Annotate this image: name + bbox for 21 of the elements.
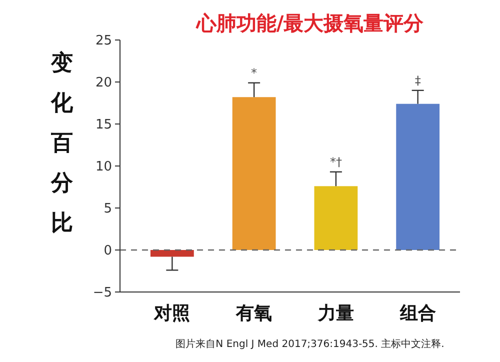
y-axis-title: 变化百分比 [50,50,74,236]
annotation: ‡ [414,73,421,88]
y-tick-label: −5 [92,286,112,301]
y-tick-label: 10 [95,160,112,175]
y-tick-label: 5 [104,202,112,217]
x-tick-label: 有氧 [235,303,272,324]
bar [314,186,358,250]
annotation: * [251,66,258,80]
y-tick-label: 20 [95,76,112,91]
bar [232,97,276,250]
y-tick-label: 15 [95,118,112,133]
x-tick-label: 对照 [153,303,190,324]
x-tick-label: 组合 [398,303,436,324]
y-tick-label: 25 [95,34,112,49]
annotation: *† [330,154,342,169]
bar [150,250,194,257]
y-tick-label: 0 [104,244,112,259]
chart-title: 心肺功能/最大摄氧量评分 [195,11,425,35]
bar [396,104,440,250]
x-tick-label: 力量 [316,303,354,324]
text: 图片来自N Engl J Med 2017;376:1943-55. 主标中文注释. [176,338,444,350]
